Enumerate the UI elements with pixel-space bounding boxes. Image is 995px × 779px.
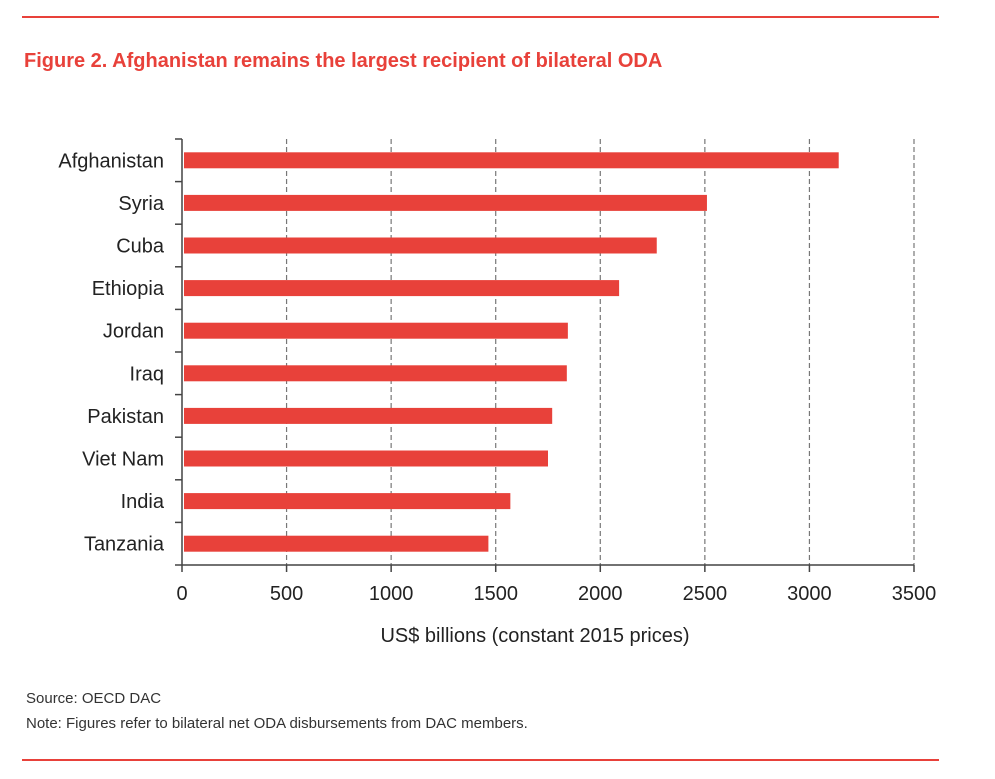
- figure-title: Figure 2. Afghanistan remains the larges…: [24, 50, 663, 72]
- x-tick-label: 1500: [473, 583, 518, 605]
- x-tick-label: 3000: [787, 583, 832, 605]
- category-label: Tanzania: [84, 534, 165, 556]
- bar: [184, 194, 707, 211]
- x-tick-label: 500: [270, 583, 303, 605]
- category-label: Afghanistan: [58, 150, 164, 172]
- bottom-rule: [22, 759, 939, 761]
- x-tick-label: 3500: [892, 583, 937, 605]
- category-label: India: [121, 491, 165, 513]
- bar: [184, 237, 657, 254]
- category-label: Pakistan: [87, 406, 164, 428]
- bar: [184, 152, 839, 169]
- source-text: Source: OECD DAC: [26, 690, 162, 707]
- bar: [184, 322, 568, 339]
- x-tick-label: 2000: [578, 583, 623, 605]
- category-label: Syria: [118, 193, 164, 215]
- category-label: Ethiopia: [92, 278, 165, 300]
- top-rule: [22, 16, 939, 18]
- bar: [184, 365, 567, 382]
- bar: [184, 450, 548, 467]
- bar: [184, 407, 553, 424]
- x-tick-label: 1000: [369, 583, 414, 605]
- category-label: Cuba: [116, 236, 165, 258]
- bar: [184, 280, 620, 297]
- category-label: Iraq: [130, 363, 164, 385]
- x-tick-label: 2500: [683, 583, 728, 605]
- x-tick-label: 0: [176, 583, 187, 605]
- bar: [184, 493, 511, 510]
- note-text: Note: Figures refer to bilateral net ODA…: [26, 715, 528, 732]
- category-label: Viet Nam: [82, 449, 164, 471]
- category-label: Jordan: [103, 321, 164, 343]
- bar: [184, 535, 489, 552]
- x-axis-title: US$ billions (constant 2015 prices): [380, 625, 689, 647]
